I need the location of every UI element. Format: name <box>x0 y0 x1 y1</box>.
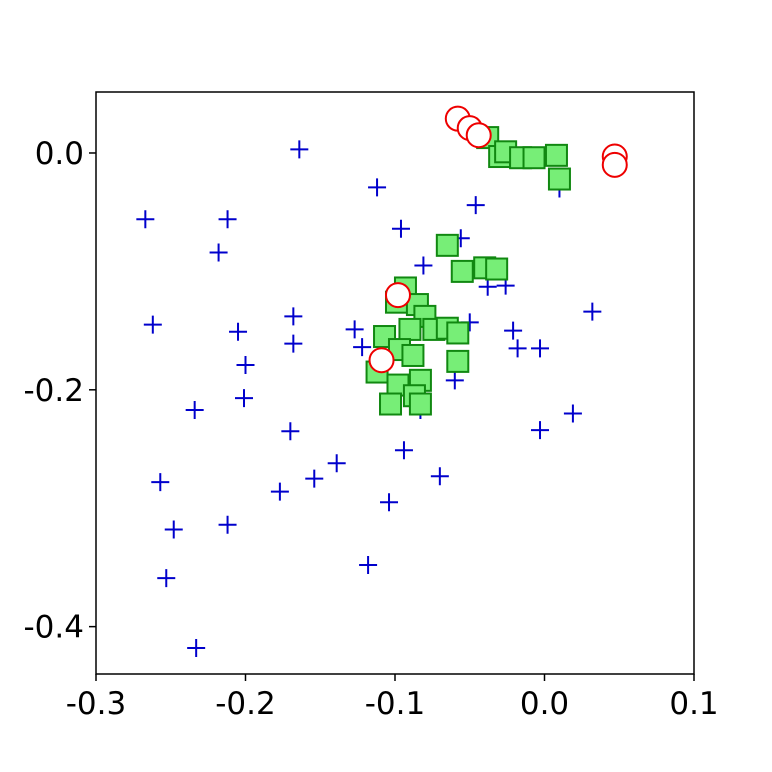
point <box>465 122 492 149</box>
point <box>450 259 474 283</box>
point <box>446 321 470 345</box>
point <box>218 515 237 534</box>
point <box>563 404 582 423</box>
point <box>445 371 464 390</box>
point <box>157 569 176 588</box>
x-tick-label: -0.1 <box>365 686 426 722</box>
point <box>522 146 546 170</box>
point <box>531 421 550 440</box>
point <box>143 315 162 334</box>
point <box>379 392 403 416</box>
point <box>408 392 432 416</box>
point <box>368 178 387 197</box>
y-tick-label: -0.4 <box>24 610 85 646</box>
point <box>446 349 470 373</box>
point <box>583 302 602 321</box>
point <box>284 307 303 326</box>
point <box>236 355 255 374</box>
point <box>398 317 422 341</box>
point <box>466 196 485 215</box>
point <box>414 256 433 275</box>
point <box>485 257 509 281</box>
point <box>235 389 254 408</box>
point <box>391 219 410 238</box>
point <box>305 469 324 488</box>
point <box>284 334 303 353</box>
x-tick-label: 0.1 <box>669 686 718 722</box>
x-tick-label: -0.2 <box>215 686 276 722</box>
point <box>327 454 346 473</box>
point <box>601 151 628 178</box>
point <box>229 322 248 341</box>
x-tick-label: -0.3 <box>66 686 127 722</box>
point <box>281 422 300 441</box>
point <box>384 282 411 309</box>
point <box>368 347 395 374</box>
point <box>544 143 568 167</box>
point <box>359 556 378 575</box>
point <box>164 520 183 539</box>
point <box>394 441 413 460</box>
point <box>401 343 425 367</box>
y-tick-label: 0.0 <box>35 136 84 172</box>
axes-frame <box>95 91 695 675</box>
point <box>187 638 206 657</box>
point <box>290 140 309 159</box>
point <box>218 210 237 229</box>
point <box>478 277 497 296</box>
point <box>270 482 289 501</box>
point <box>209 243 228 262</box>
x-tick-label: 0.0 <box>520 686 569 722</box>
point <box>547 167 571 191</box>
point <box>430 467 449 486</box>
point <box>345 320 364 339</box>
point <box>508 339 527 358</box>
point <box>531 339 550 358</box>
point <box>353 338 372 357</box>
y-tick-label: -0.2 <box>24 373 85 409</box>
point <box>136 210 155 229</box>
point <box>151 473 170 492</box>
point <box>504 321 523 340</box>
point <box>435 233 459 257</box>
point <box>185 400 204 419</box>
point <box>380 493 399 512</box>
